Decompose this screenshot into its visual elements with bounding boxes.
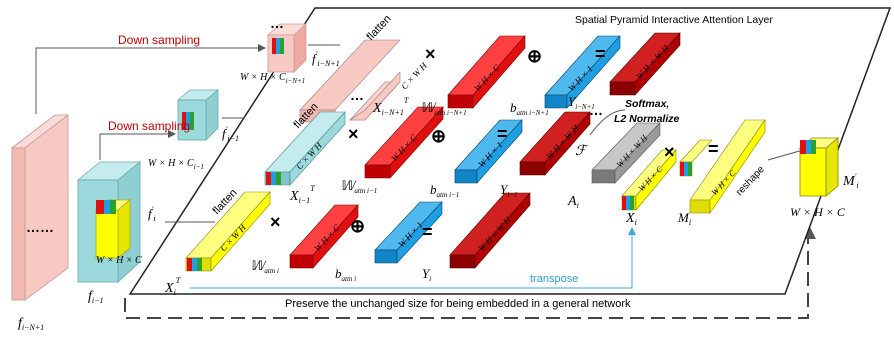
softmax-label: Softmax, (625, 98, 669, 110)
op-plus-mid: ⊕ (431, 126, 446, 146)
label-y-mid: Yi−1 (500, 182, 517, 199)
down-sampling-top-label: Down sampling (118, 33, 200, 47)
label-b-top: battn i−N+1 (510, 100, 549, 117)
bar-b-top (544, 35, 621, 109)
label-x-bot: XiT (164, 276, 181, 297)
bar-a-i (591, 122, 661, 184)
feature-map-f-i (94, 199, 132, 259)
label-m-i-prime: M'i (842, 172, 859, 190)
bar-b-mid (454, 119, 523, 184)
bar-m-i-long (689, 119, 766, 214)
op-times-right: × (664, 142, 675, 162)
bar-m-i (679, 139, 713, 177)
bar-y-bot (449, 192, 531, 269)
label-f-i-N1: fi−N+1 (18, 316, 44, 332)
op-equals-mid: = (497, 124, 508, 144)
downsampled-f-i-N1 (266, 23, 308, 73)
downsampled-f-i-1 (176, 89, 220, 141)
down-sampling-mid-label: Down sampling (108, 119, 190, 133)
transpose-arrow (190, 227, 636, 289)
arrow-down-sampling-mid (99, 130, 176, 160)
op-equals-right: = (708, 139, 719, 159)
op-times-mid: × (348, 124, 359, 144)
ellipsis-right: … (589, 102, 603, 118)
bar-y-mid (519, 111, 591, 176)
bar-x-bot (185, 191, 271, 272)
op-equals-top: = (595, 44, 606, 64)
softmax-arrow (589, 109, 626, 136)
bar-w-bot (289, 204, 359, 269)
preserve-label: Preserve the unchanged size for being em… (285, 298, 631, 310)
bar-y-top (609, 32, 681, 96)
label-a-i: Ai (567, 194, 579, 210)
label-w-mid: 𝕎attn i−1 (340, 178, 377, 195)
bar-w-mid (364, 106, 444, 179)
label-b-mid: battn i−1 (430, 182, 459, 199)
op-times-top: × (425, 44, 436, 64)
label-x-top: Xi−N+1T (372, 96, 409, 117)
output-cube-m-i (798, 137, 840, 197)
l2-normalize-label: L2 Normalize (614, 113, 680, 125)
ellipsis-top: … (270, 15, 284, 31)
label-f-prime-mid: f'i−1 (222, 125, 239, 143)
label-x-i-right: Xi (625, 211, 637, 227)
label-b-bot: battn i (335, 266, 356, 283)
label-f-prime-bot: f'i (148, 205, 156, 223)
label-dim-out: W × H × C (790, 205, 846, 219)
label-f-prime-top: f'i−N+1 (312, 50, 340, 68)
transpose-label: transpose (530, 273, 578, 285)
label-y-top: Yi−N+1 (568, 94, 595, 111)
layer-title: Spatial Pyramid Interactive Attention La… (575, 14, 773, 26)
bar-x-mid (264, 111, 346, 186)
preserve-dashed-path (124, 223, 816, 319)
op-plus-bot: ⊕ (350, 216, 365, 236)
label-dim-top: W × H × Ci−N+1 (240, 72, 305, 85)
op-times-bot: × (270, 212, 281, 232)
label-f-i-1: fi−1 (88, 289, 104, 305)
ellipsis-mid: … (350, 87, 364, 103)
label-x-mid: Xi−1T (289, 184, 315, 205)
bar-w-top (447, 35, 526, 109)
ellipsis-big: …… (26, 219, 54, 235)
label-dim-f: W × H × C (96, 255, 142, 266)
label-w-bot: 𝕎attn i (250, 258, 279, 275)
bar-b-bot (374, 201, 443, 264)
op-plus-top: ⊕ (527, 46, 542, 66)
label-m-i: Mi (677, 210, 691, 227)
label-dim-mid: W × H × Ci−1 (148, 158, 204, 171)
op-equals-bot: = (422, 222, 433, 242)
label-y-bot: Yi (422, 266, 431, 283)
bar-x-i-right (621, 149, 677, 211)
arrow-down-sampling-top (35, 44, 266, 114)
feature-map-f-i-N1 (10, 114, 70, 301)
script-f-symbol: ℱ (575, 144, 589, 159)
label-w-top: 𝕎attn i−N+1 (420, 100, 467, 117)
